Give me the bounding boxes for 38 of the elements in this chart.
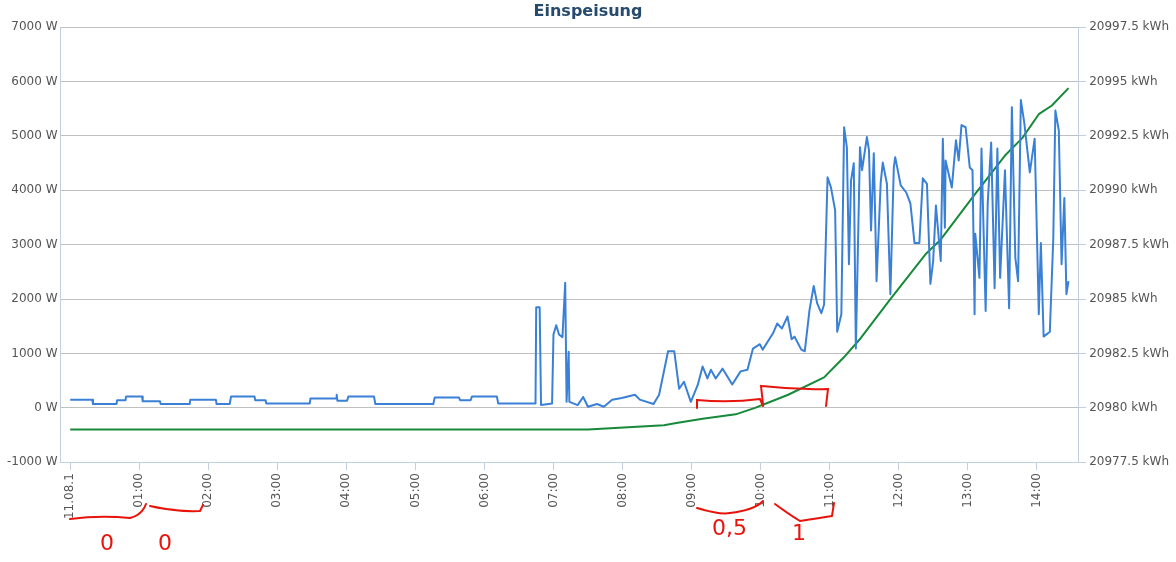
y-tick-label: 2000 W bbox=[11, 291, 58, 306]
y-tick-label: 5000 W bbox=[11, 128, 58, 143]
y2-tick-label: 20995 kWh bbox=[1089, 73, 1158, 88]
y-tick-label: 3000 W bbox=[11, 236, 58, 251]
x-tick-label: 11.08.1 bbox=[62, 473, 77, 520]
y2-tick-label: 20977.5 kWh bbox=[1089, 454, 1169, 469]
y2-tick-label: 20997.5 kWh bbox=[1089, 19, 1169, 34]
y-tick-label: -1000 W bbox=[6, 454, 58, 469]
text: 1 bbox=[792, 520, 806, 545]
y-tick-label: 6000 W bbox=[11, 73, 58, 88]
x-tick-label: 01:00 bbox=[131, 473, 146, 508]
x-tick-label: 06:00 bbox=[476, 473, 491, 508]
y2-tick-label: 20987.5 kWh bbox=[1089, 236, 1169, 251]
x-tick-label: 10:00 bbox=[752, 473, 767, 508]
x-tick-label: 12:00 bbox=[890, 473, 905, 508]
x-tick-label: 11:00 bbox=[821, 473, 836, 508]
x-tick-label: 02:00 bbox=[200, 473, 215, 508]
y2-tick-label: 20992.5 kWh bbox=[1089, 128, 1169, 143]
y-tick-label: 7000 W bbox=[11, 19, 58, 34]
y-tick-label: 4000 W bbox=[11, 182, 58, 197]
text: 0 bbox=[100, 530, 114, 555]
y-tick-label: 1000 W bbox=[11, 345, 58, 360]
x-tick-label: 05:00 bbox=[407, 473, 422, 508]
y2-tick-label: 20985 kWh bbox=[1089, 291, 1158, 306]
x-tick-label: 07:00 bbox=[545, 473, 560, 508]
x-tick-label: 09:00 bbox=[683, 473, 698, 508]
x-tick-label: 08:00 bbox=[614, 473, 629, 508]
y2-tick-label: 20990 kWh bbox=[1089, 182, 1158, 197]
chart-title: Einspeisung bbox=[533, 0, 643, 20]
y2-tick-label: 20982.5 kWh bbox=[1089, 345, 1169, 360]
x-tick-label: 14:00 bbox=[1028, 473, 1043, 508]
y-tick-label: 0 W bbox=[34, 399, 58, 414]
y2-tick-label: 20980 kWh bbox=[1089, 399, 1158, 414]
text: 0,5 bbox=[712, 515, 747, 540]
x-tick-label: 13:00 bbox=[959, 473, 974, 508]
text: 0 bbox=[158, 530, 172, 555]
x-tick-label: 04:00 bbox=[338, 473, 353, 508]
x-tick-label: 03:00 bbox=[269, 473, 284, 508]
